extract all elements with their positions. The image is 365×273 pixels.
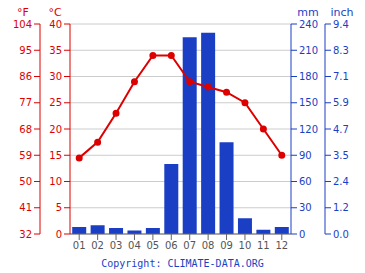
svg-text:7.1: 7.1 (333, 71, 349, 82)
svg-text:12: 12 (275, 240, 288, 251)
svg-text:90: 90 (299, 150, 312, 161)
svg-text:0: 0 (56, 229, 62, 240)
svg-text:5.9: 5.9 (333, 97, 349, 108)
svg-text:06: 06 (165, 240, 178, 251)
svg-text:°C: °C (48, 6, 62, 19)
svg-text:05: 05 (147, 240, 160, 251)
html-text:Copyright: CLIMATE-DATA.ORG: Copyright: CLIMATE-DATA.ORG (101, 258, 264, 269)
svg-text:68: 68 (19, 124, 32, 135)
svg-text:8.3: 8.3 (333, 45, 349, 56)
svg-text:2.4: 2.4 (333, 176, 349, 187)
svg-text:30: 30 (49, 71, 62, 82)
svg-text:180: 180 (299, 71, 318, 82)
svg-text:07: 07 (183, 240, 196, 251)
svg-text:04: 04 (128, 240, 141, 251)
svg-text:95: 95 (19, 45, 32, 56)
svg-text:3.5: 3.5 (333, 150, 349, 161)
svg-text:77: 77 (19, 97, 32, 108)
svg-text:10: 10 (239, 240, 252, 251)
svg-text:240: 240 (299, 19, 318, 30)
svg-text:25: 25 (49, 97, 62, 108)
svg-text:35: 35 (49, 45, 62, 56)
svg-text:5: 5 (56, 202, 62, 213)
svg-text:41: 41 (19, 202, 32, 213)
svg-text:86: 86 (19, 71, 32, 82)
svg-text:°F: °F (17, 6, 29, 19)
svg-text:0: 0 (299, 229, 305, 240)
svg-text:09: 09 (220, 240, 233, 251)
svg-text:150: 150 (299, 97, 318, 108)
svg-text:03: 03 (110, 240, 123, 251)
svg-text:mm: mm (297, 6, 318, 19)
svg-text:210: 210 (299, 45, 318, 56)
svg-text:01: 01 (73, 240, 86, 251)
svg-text:30: 30 (299, 202, 312, 213)
svg-text:08: 08 (202, 240, 215, 251)
svg-text:inch: inch (330, 6, 353, 19)
svg-text:10: 10 (49, 176, 62, 187)
svg-text:11: 11 (257, 240, 270, 251)
svg-text:02: 02 (91, 240, 104, 251)
svg-text:60: 60 (299, 176, 312, 187)
svg-text:32: 32 (19, 229, 32, 240)
svg-text:59: 59 (19, 150, 32, 161)
svg-text:50: 50 (19, 176, 32, 187)
svg-text:0.0: 0.0 (333, 229, 349, 240)
svg-text:104: 104 (13, 19, 32, 30)
svg-text:40: 40 (49, 19, 62, 30)
svg-text:120: 120 (299, 124, 318, 135)
svg-text:4.7: 4.7 (333, 124, 349, 135)
svg-text:9.4: 9.4 (333, 19, 349, 30)
svg-text:20: 20 (49, 124, 62, 135)
svg-text:1.2: 1.2 (333, 202, 349, 213)
svg-text:15: 15 (49, 150, 62, 161)
